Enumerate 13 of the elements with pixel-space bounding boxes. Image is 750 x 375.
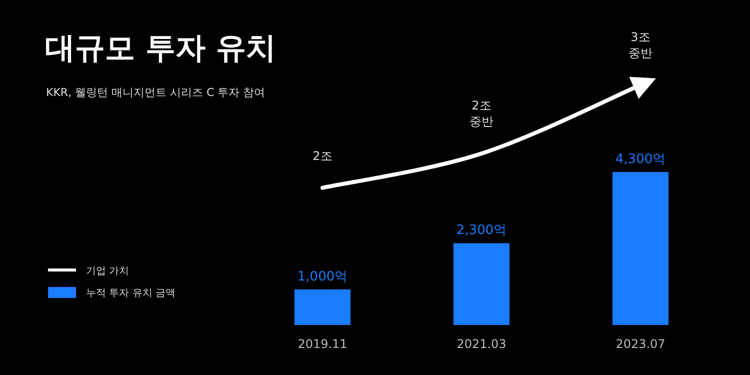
x-tick-label: 2023.07 — [616, 337, 666, 351]
legend-label: 누적 투자 유치 금액 — [86, 288, 176, 299]
legend-label: 기업 가치 — [86, 266, 130, 277]
chart-subtitle: KKR, 웰링턴 매니지먼트 시리즈 C 투자 참여 — [46, 86, 266, 99]
data-label: 1,000억 — [297, 269, 348, 284]
x-tick-label: 2021.03 — [456, 337, 506, 351]
data-label: 2조 — [312, 148, 332, 163]
chart-title: 대규모 투자 유치 — [45, 31, 276, 66]
data-label: 2조 중반 — [470, 98, 494, 129]
data-label: 2,300억 — [456, 223, 507, 238]
x-tick-label: 2019.11 — [298, 337, 348, 351]
data-label: 3조 중반 — [628, 30, 652, 60]
data-label: 4,300억 — [615, 152, 666, 167]
